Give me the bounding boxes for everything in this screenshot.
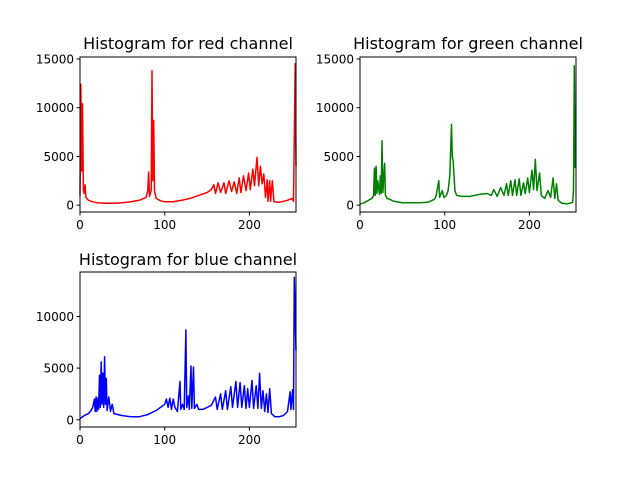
blue-histogram-line [79,276,297,420]
blue-axes-frame [79,271,297,428]
green-histogram-line [359,65,576,205]
red-y-tick-label: 5000 [43,150,74,164]
red-histogram-line [79,63,297,204]
red-x-tick-label: 0 [76,218,84,232]
blue-channel-histogram: Histogram for blue channel 0 100 200 0 5000 1… [36,250,297,447]
blue-x-tick-label: 0 [76,433,84,447]
blue-y-tick-label: 5000 [43,362,74,376]
green-histogram-title: Histogram for green channel [353,34,583,53]
green-x-tick-label: 100 [433,218,456,232]
red-y-tick-label: 0 [66,199,74,213]
green-axes-frame [359,56,577,213]
green-y-tick-label: 10000 [316,101,354,115]
green-y-tick-label: 15000 [316,52,354,66]
green-x-tick-label: 0 [356,218,364,232]
green-x-tick-label: 200 [518,218,541,232]
green-y-tick-label: 5000 [323,150,354,164]
red-histogram-title: Histogram for red channel [83,34,293,53]
red-y-tick-label: 10000 [36,101,74,115]
blue-x-tick-label: 200 [238,433,261,447]
blue-histogram-title: Histogram for blue channel [79,250,297,269]
blue-x-tick-label: 100 [153,433,176,447]
green-channel-histogram: Histogram for green channel 0 100 200 0 5000… [316,34,583,232]
red-axes-frame [79,56,297,213]
red-channel-histogram: Histogram for red channel 0 100 200 0 5000 10… [36,34,297,232]
red-y-tick-label: 15000 [36,52,74,66]
red-x-tick-label: 200 [238,218,261,232]
blue-y-tick-label: 0 [66,413,74,427]
blue-y-tick-label: 10000 [36,310,74,324]
green-y-tick-label: 0 [346,199,354,213]
red-x-tick-label: 100 [153,218,176,232]
